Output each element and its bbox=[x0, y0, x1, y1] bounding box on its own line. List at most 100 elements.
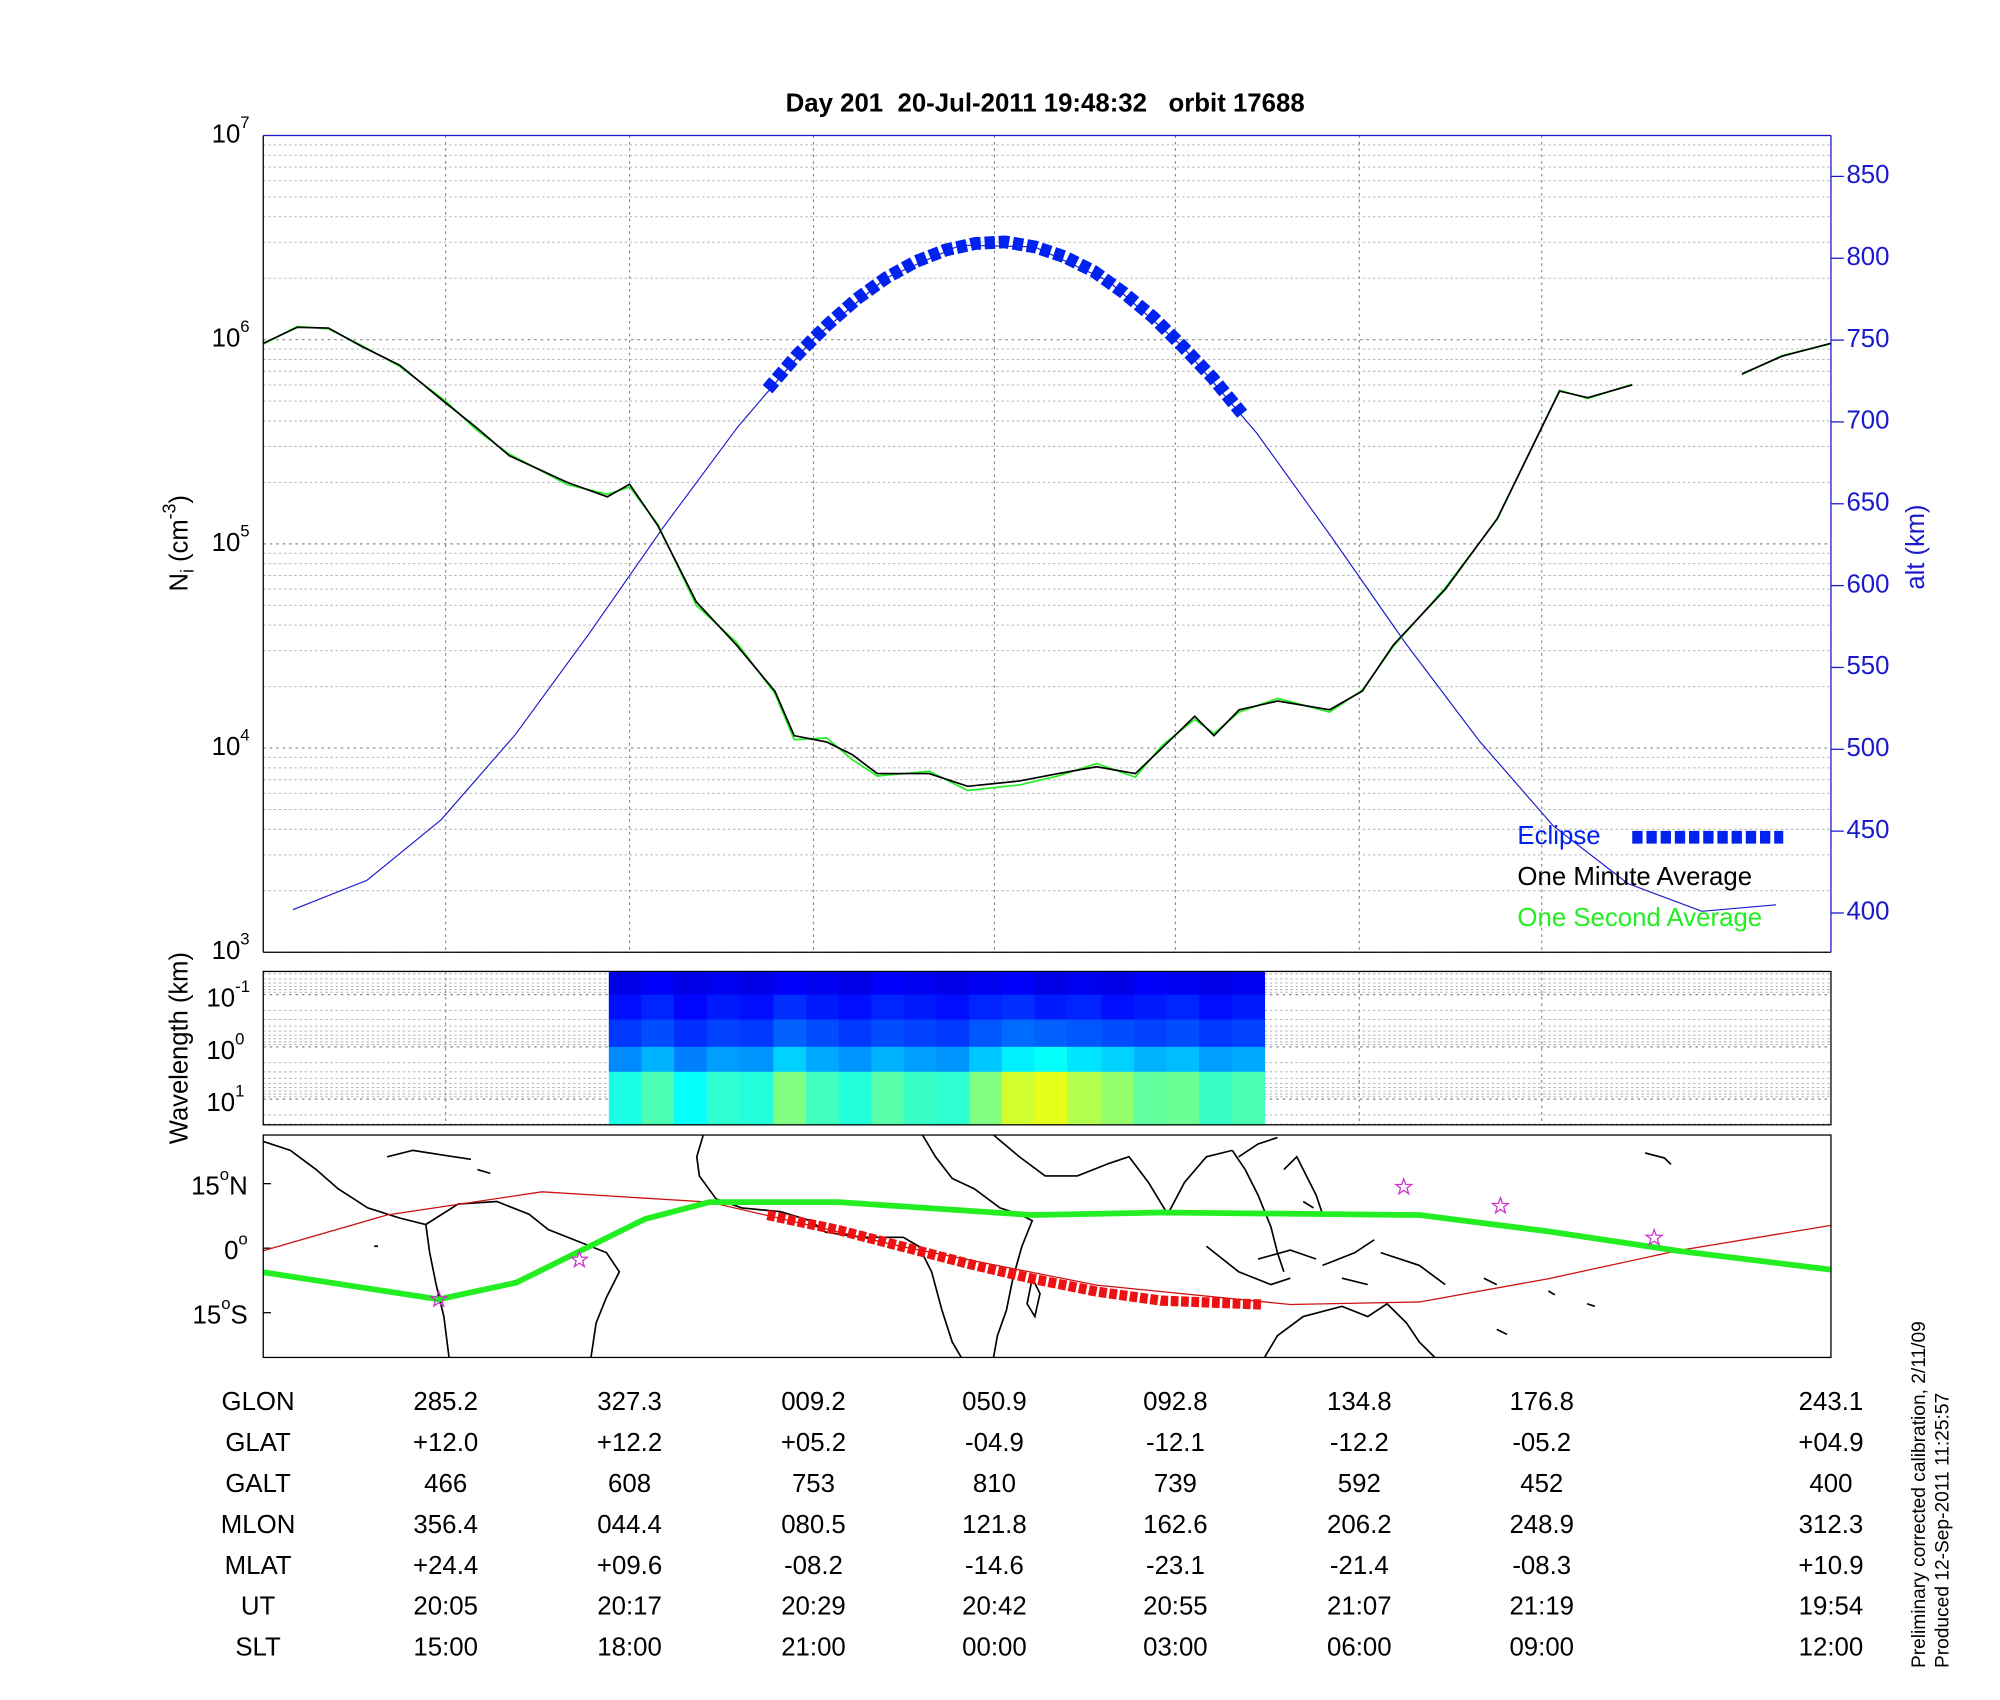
tick-label-part: 10 bbox=[212, 325, 241, 353]
heatmap-cell bbox=[806, 971, 840, 996]
table-cell: 09:00 bbox=[1509, 1634, 1574, 1662]
coastline bbox=[1302, 1152, 1672, 1336]
table-cell: +10.9 bbox=[1798, 1552, 1863, 1580]
heatmap-cell bbox=[1001, 994, 1036, 1021]
table-cell: +05.2 bbox=[781, 1429, 846, 1457]
heatmap-cell bbox=[871, 1046, 905, 1073]
eclipse-ground-track bbox=[766, 1210, 1262, 1310]
tick-label-part: 15 bbox=[193, 1301, 222, 1329]
track-line bbox=[263, 1199, 1831, 1303]
y-tick-label: 107 bbox=[212, 113, 250, 148]
table-cell: 080.5 bbox=[781, 1511, 846, 1539]
y-label-subscript: i bbox=[177, 569, 197, 573]
coastline bbox=[1263, 1302, 1436, 1358]
tick-label-superscript: 0 bbox=[235, 1030, 244, 1049]
table-cell: 19:54 bbox=[1799, 1593, 1864, 1621]
heatmap-cell bbox=[773, 971, 807, 996]
heatmap-cell bbox=[739, 1046, 775, 1073]
table-cell: 810 bbox=[973, 1470, 1016, 1498]
y-tick-label: 15oN bbox=[191, 1165, 248, 1200]
table-row-label: GALT bbox=[225, 1470, 291, 1498]
series-line bbox=[263, 326, 1831, 788]
heatmap-cell bbox=[674, 1019, 708, 1048]
heatmap-cell bbox=[838, 971, 872, 996]
table-cell: -21.4 bbox=[1330, 1552, 1389, 1580]
tick-label-superscript: 5 bbox=[240, 522, 249, 541]
y-axis-label: Ni (cm-3) bbox=[159, 495, 197, 592]
heatmap-cell bbox=[674, 971, 708, 996]
y-tick-label: 10-1 bbox=[206, 978, 250, 1013]
heatmap-cell bbox=[1101, 1046, 1135, 1073]
y-label-part: (cm bbox=[165, 519, 193, 569]
station-star bbox=[428, 1289, 449, 1308]
heatmap-cell bbox=[641, 994, 675, 1021]
coastline bbox=[374, 1149, 491, 1248]
heatmap-cell bbox=[1133, 994, 1168, 1021]
heatmap-cell bbox=[674, 1046, 708, 1073]
table-cell: 466 bbox=[424, 1470, 467, 1498]
heatmap-cell bbox=[674, 1071, 708, 1126]
panel-frame bbox=[262, 970, 1832, 1126]
y2-axis-label: alt (km) bbox=[1902, 504, 1930, 589]
table-row-label: SLT bbox=[235, 1634, 281, 1662]
heatmap-cell bbox=[773, 1019, 807, 1048]
y2-tick-label: 800 bbox=[1846, 243, 1889, 271]
heatmap-cell bbox=[739, 994, 775, 1021]
y2-tick-label: 700 bbox=[1846, 407, 1889, 435]
heatmap-cell bbox=[903, 1046, 938, 1073]
eclipse-track bbox=[762, 235, 1248, 418]
table-cell: 21:07 bbox=[1327, 1593, 1392, 1621]
tick-label-superscript: 6 bbox=[240, 318, 249, 337]
table-cell: 20:05 bbox=[413, 1593, 478, 1621]
tick-label-superscript: o bbox=[238, 1230, 247, 1249]
table-cell: 009.2 bbox=[781, 1388, 846, 1416]
heatmap-cell bbox=[1001, 1071, 1036, 1126]
heatmap-cell bbox=[1166, 1019, 1200, 1048]
heatmap-cell bbox=[1034, 1071, 1068, 1126]
table-cell: 20:17 bbox=[597, 1593, 662, 1621]
station-star bbox=[1490, 1195, 1511, 1215]
heatmap-cell bbox=[1133, 1046, 1168, 1073]
heatmap-cell bbox=[1166, 994, 1200, 1021]
tick-label-part: 10 bbox=[212, 733, 241, 761]
heatmap-cell bbox=[1034, 994, 1068, 1021]
y2-tick-label: 750 bbox=[1846, 325, 1889, 353]
heatmap-cell bbox=[969, 971, 1003, 996]
y-label-part: ) bbox=[165, 495, 193, 504]
y-tick-label: 103 bbox=[212, 930, 250, 965]
y-label-superscript: -3 bbox=[159, 503, 179, 519]
heatmap-cell bbox=[1034, 971, 1068, 996]
note: Produced 12-Sep-2011 11:25:57 bbox=[1932, 1393, 1953, 1668]
heatmap-cell bbox=[1001, 1046, 1036, 1073]
heatmap-cell bbox=[608, 971, 643, 996]
heatmap-cell bbox=[936, 994, 970, 1021]
y2-tick-label: 600 bbox=[1846, 570, 1889, 598]
table-cell: 044.4 bbox=[597, 1511, 662, 1539]
tick-label-superscript: 3 bbox=[240, 930, 249, 949]
heatmap-cell bbox=[1133, 1071, 1168, 1126]
table-row-label: MLON bbox=[221, 1511, 296, 1539]
heatmap-cell bbox=[773, 1046, 807, 1073]
heatmap-cell bbox=[838, 1071, 872, 1126]
heatmap-cell bbox=[871, 1071, 905, 1126]
table-cell: 18:00 bbox=[597, 1634, 662, 1662]
tick-label-superscript: 1 bbox=[235, 1082, 244, 1101]
heatmap-cell bbox=[1101, 994, 1135, 1021]
legend-label: One Second Average bbox=[1517, 904, 1762, 932]
tick-label-superscript: 7 bbox=[240, 113, 249, 132]
table-cell: 176.8 bbox=[1509, 1388, 1574, 1416]
heatmap-cell bbox=[1101, 971, 1135, 996]
heatmap-cell bbox=[903, 971, 938, 996]
tick-label-part: 10 bbox=[212, 529, 241, 557]
heatmap-cell bbox=[739, 1019, 775, 1048]
station-star bbox=[1644, 1227, 1665, 1247]
heatmap-cell bbox=[838, 994, 872, 1021]
heatmap-cell bbox=[1034, 1019, 1068, 1048]
y-tick-label: 101 bbox=[206, 1082, 244, 1117]
table-cell: 20:55 bbox=[1143, 1593, 1208, 1621]
table-cell: 285.2 bbox=[413, 1388, 478, 1416]
heatmap-cell bbox=[641, 1071, 675, 1126]
heatmap-cell bbox=[1199, 994, 1233, 1021]
heatmap-cell bbox=[1231, 971, 1266, 996]
